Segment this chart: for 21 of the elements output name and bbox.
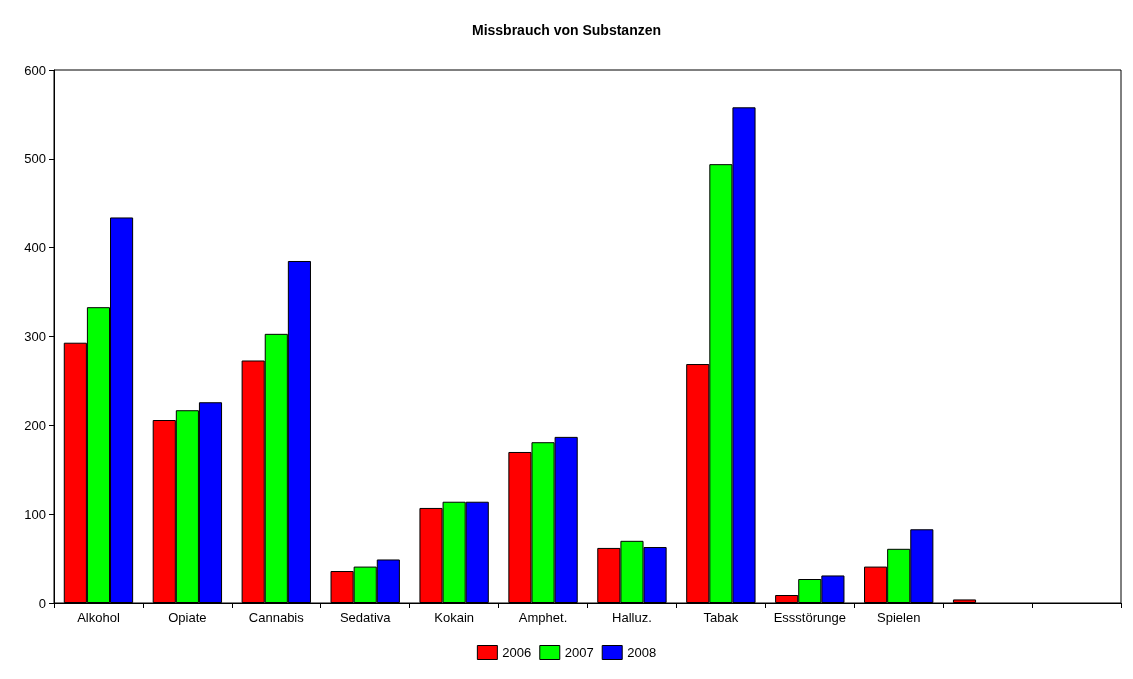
x-tick-label: Kokain xyxy=(434,610,474,625)
x-tick-label: Tabak xyxy=(703,610,739,625)
x-tick-label: Essstörunge xyxy=(773,610,846,625)
x-tick-label: Spielen xyxy=(877,610,921,625)
legend-label: 2007 xyxy=(564,645,594,660)
x-tick-label: Halluz. xyxy=(612,610,652,625)
y-tick-label: 500 xyxy=(24,151,46,167)
x-tick-label: Opiate xyxy=(168,610,207,625)
legend-label: 2008 xyxy=(627,645,657,660)
legend-label: 2006 xyxy=(502,645,532,660)
y-tick-label: 400 xyxy=(24,240,46,256)
x-tick-label: Sedativa xyxy=(339,610,392,625)
y-tick-label: 100 xyxy=(24,506,46,522)
x-tick-label: Cannabis xyxy=(248,610,305,625)
x-tick-label: Amphet. xyxy=(518,610,568,625)
y-tick-label: 200 xyxy=(24,417,46,433)
y-tick-label: 600 xyxy=(24,62,46,78)
y-tick-label: 300 xyxy=(24,329,46,344)
y-tick-label: 0 xyxy=(38,595,46,611)
chart-title: Missbrauch von Substanzen xyxy=(471,22,662,38)
x-tick-label: Alkohol xyxy=(77,610,120,625)
